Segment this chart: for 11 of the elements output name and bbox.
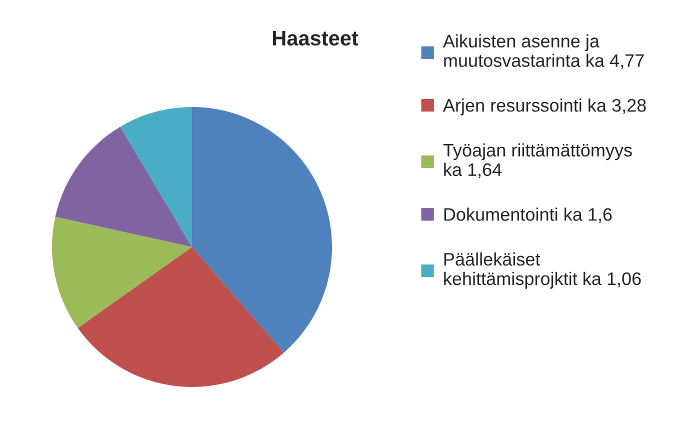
pie-slice [55,126,192,247]
pie-slice [120,107,192,247]
legend-label: Aikuisten asenne ja muutosvastarinta ka 4,77 [442,34,644,70]
legend-label: Dokumentointi ka 1,6 [444,208,612,223]
pie-slice [192,107,332,353]
legend-label: Arjen resurssointi ka 3,28 [442,98,646,116]
legend-label: Työajan riittämättömyys ka 1,64 [443,143,632,178]
pie-slice [52,216,192,328]
pie-slice [78,247,284,387]
legend-label: Päällekäiset kehittämisprojktit ka 1,06 [444,252,641,289]
chart-title: Haasteet [272,31,358,46]
